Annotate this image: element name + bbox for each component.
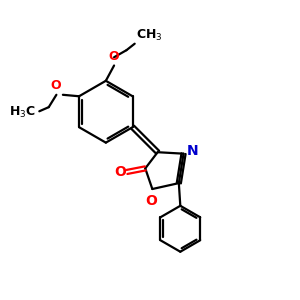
Text: O: O	[115, 165, 127, 179]
Text: N: N	[187, 144, 199, 158]
Text: O: O	[109, 50, 119, 63]
Text: H$_3$C: H$_3$C	[10, 105, 36, 120]
Text: CH$_3$: CH$_3$	[136, 28, 163, 43]
Text: O: O	[145, 194, 157, 208]
Text: O: O	[51, 79, 62, 92]
